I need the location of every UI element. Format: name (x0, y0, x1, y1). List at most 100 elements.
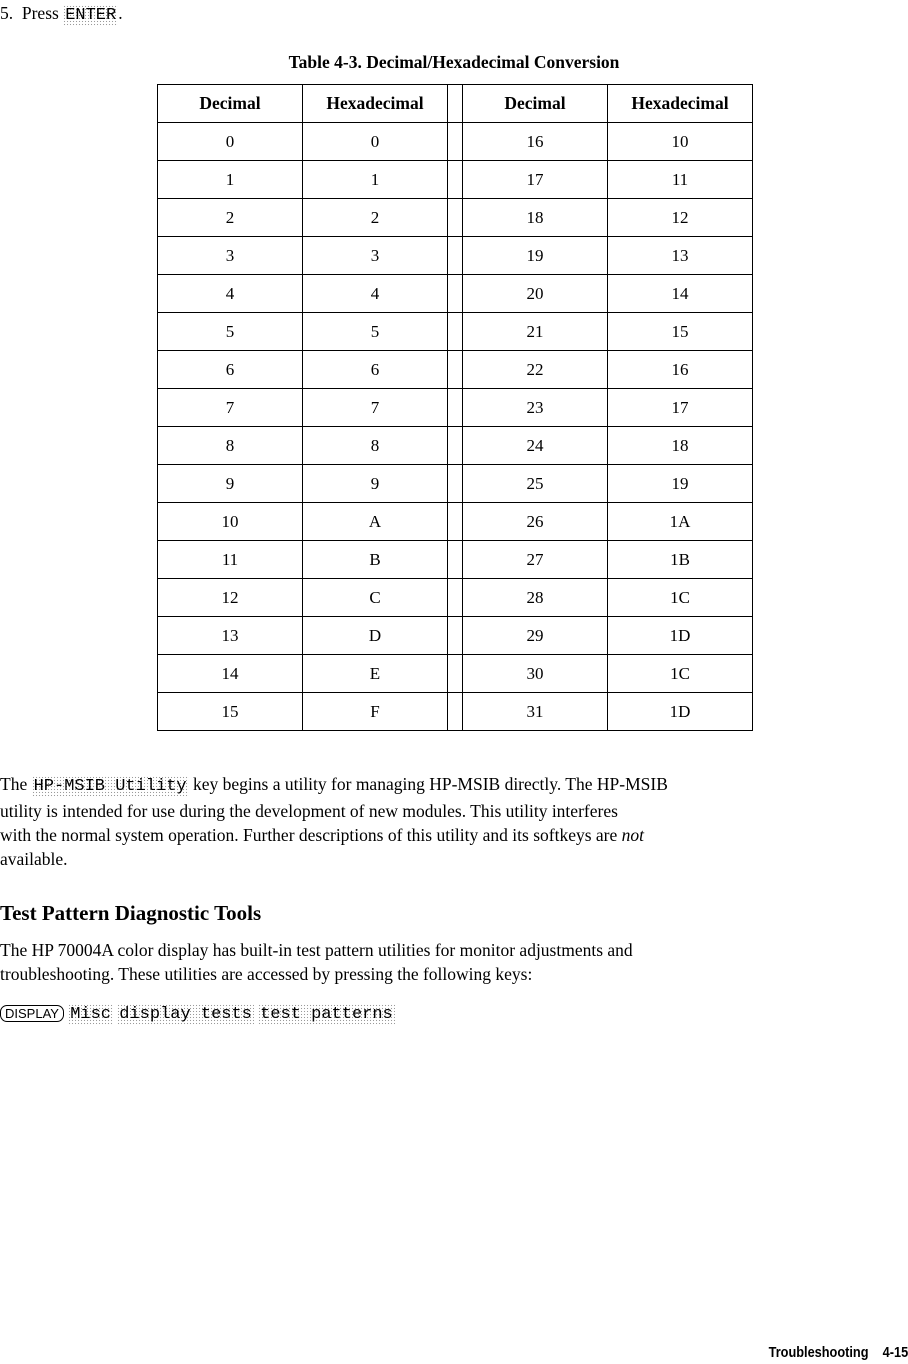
column-gap (447, 84, 463, 123)
column-gap (447, 160, 463, 199)
misc-softkey[interactable]: Misc (68, 1004, 114, 1025)
hexadecimal-cell: 1 (302, 160, 448, 199)
table-row: 14 E 30 1C (157, 654, 753, 693)
decimal-cell: 23 (462, 388, 608, 427)
column-gap (447, 350, 463, 389)
decimal-cell: 12 (157, 578, 303, 617)
display-hardkey[interactable]: DISPLAY (0, 1005, 64, 1022)
hexadecimal-cell: 5 (302, 312, 448, 351)
hexadecimal-cell: 1D (607, 616, 753, 655)
table-row: 10 A 26 1A (157, 502, 753, 541)
hexadecimal-cell: 9 (302, 464, 448, 503)
hexadecimal-cell: 14 (607, 274, 753, 313)
decimal-cell: 8 (157, 426, 303, 465)
column-gap (447, 464, 463, 503)
column-gap (447, 312, 463, 351)
decimal-cell: 14 (157, 654, 303, 693)
decimal-cell: 28 (462, 578, 608, 617)
text: troubleshooting. These utilities are acc… (0, 964, 533, 984)
decimal-cell: 11 (157, 540, 303, 579)
decimal-cell: 9 (157, 464, 303, 503)
text: available. (0, 849, 68, 869)
hexadecimal-cell: 16 (607, 350, 753, 389)
enter-softkey[interactable]: ENTER (63, 5, 119, 26)
section-paragraph: The HP 70004A color display has built-in… (0, 938, 900, 986)
text: The (0, 774, 28, 794)
decimal-cell: 10 (157, 502, 303, 541)
footer-chapter: Troubleshooting (768, 1344, 869, 1361)
text: with the normal system operation. Furthe… (0, 825, 618, 845)
hexadecimal-cell: 10 (607, 122, 753, 161)
column-gap (447, 578, 463, 617)
decimal-cell: 21 (462, 312, 608, 351)
column-gap (447, 274, 463, 313)
table-row: 7 7 23 17 (157, 388, 753, 427)
hexadecimal-cell: 12 (607, 198, 753, 237)
decimal-cell: 19 (462, 236, 608, 275)
header-hexadecimal: Hexadecimal (607, 84, 753, 123)
emphasis: not (621, 825, 645, 845)
hp-msib-utility-softkey[interactable]: HP-MSIB Utility (31, 776, 189, 797)
decimal-cell: 4 (157, 274, 303, 313)
table-row: 11 B 27 1B (157, 540, 753, 579)
step-number: 5. (0, 3, 14, 23)
decimal-cell: 13 (157, 616, 303, 655)
hexadecimal-cell: 7 (302, 388, 448, 427)
hp-msib-paragraph: The HP-MSIB Utility key begins a utility… (0, 772, 900, 871)
table-row: 9 9 25 19 (157, 464, 753, 503)
table-row: 4 4 20 14 (157, 274, 753, 313)
column-gap (447, 692, 463, 731)
column-gap (447, 540, 463, 579)
decimal-cell: 1 (157, 160, 303, 199)
conversion-table: Decimal Hexadecimal Decimal Hexadecimal … (157, 84, 753, 731)
decimal-cell: 16 (462, 122, 608, 161)
decimal-cell: 0 (157, 122, 303, 161)
hexadecimal-cell: 2 (302, 198, 448, 237)
step-5: 5. Press ENTER. (0, 3, 123, 26)
decimal-cell: 26 (462, 502, 608, 541)
test-patterns-softkey[interactable]: test patterns (258, 1004, 395, 1025)
step-period: . (118, 3, 123, 23)
page-footer: Troubleshooting 4-15 (768, 1344, 908, 1361)
decimal-cell: 17 (462, 160, 608, 199)
table-row: 8 8 24 18 (157, 426, 753, 465)
decimal-cell: 24 (462, 426, 608, 465)
footer-page-number: 4-15 (882, 1344, 908, 1361)
column-gap (447, 236, 463, 275)
decimal-cell: 15 (157, 692, 303, 731)
table-header-row: Decimal Hexadecimal Decimal Hexadecimal (157, 84, 753, 123)
hexadecimal-cell: 8 (302, 426, 448, 465)
header-decimal: Decimal (157, 84, 303, 123)
hexadecimal-cell: E (302, 654, 448, 693)
hexadecimal-cell: 15 (607, 312, 753, 351)
text: utility is intended for use during the d… (0, 801, 618, 821)
hexadecimal-cell: D (302, 616, 448, 655)
column-gap (447, 122, 463, 161)
decimal-cell: 6 (157, 350, 303, 389)
decimal-cell: 7 (157, 388, 303, 427)
table-row: 6 6 22 16 (157, 350, 753, 389)
hexadecimal-cell: F (302, 692, 448, 731)
hexadecimal-cell: 1D (607, 692, 753, 731)
column-gap (447, 198, 463, 237)
decimal-cell: 27 (462, 540, 608, 579)
hexadecimal-cell: 6 (302, 350, 448, 389)
hexadecimal-cell: 1A (607, 502, 753, 541)
column-gap (447, 502, 463, 541)
column-gap (447, 426, 463, 465)
decimal-cell: 2 (157, 198, 303, 237)
hexadecimal-cell: 1B (607, 540, 753, 579)
hexadecimal-cell: A (302, 502, 448, 541)
decimal-cell: 29 (462, 616, 608, 655)
column-gap (447, 616, 463, 655)
display-tests-softkey[interactable]: display tests (117, 1004, 254, 1025)
decimal-cell: 22 (462, 350, 608, 389)
table-row: 2 2 18 12 (157, 198, 753, 237)
decimal-cell: 30 (462, 654, 608, 693)
hexadecimal-cell: 11 (607, 160, 753, 199)
header-decimal: Decimal (462, 84, 608, 123)
decimal-cell: 5 (157, 312, 303, 351)
step-text: Press (21, 3, 59, 23)
table-row: 0 0 16 10 (157, 122, 753, 161)
